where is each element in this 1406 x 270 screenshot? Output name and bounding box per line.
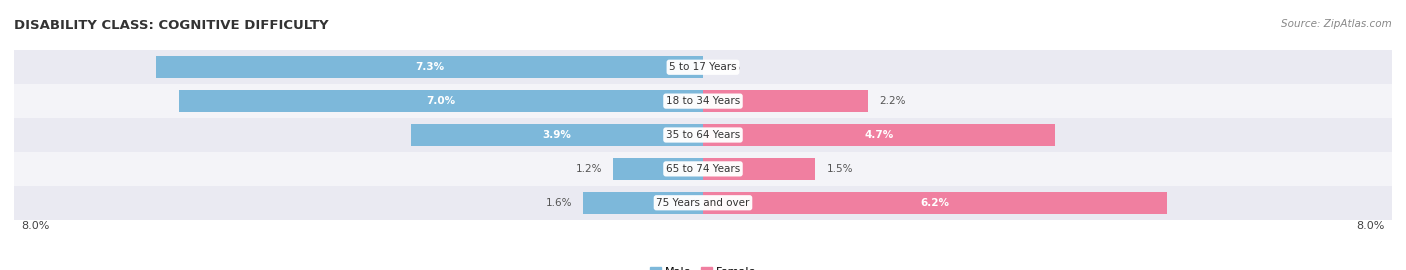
- Bar: [703, 158, 815, 180]
- Bar: [0, 84, 1406, 118]
- Bar: [703, 90, 868, 112]
- Text: 1.5%: 1.5%: [827, 164, 853, 174]
- Text: 65 to 74 Years: 65 to 74 Years: [666, 164, 740, 174]
- Bar: [411, 124, 703, 146]
- Text: 8.0%: 8.0%: [1355, 221, 1385, 231]
- Text: DISABILITY CLASS: COGNITIVE DIFFICULTY: DISABILITY CLASS: COGNITIVE DIFFICULTY: [14, 19, 329, 32]
- Bar: [0, 118, 1406, 152]
- Text: 35 to 64 Years: 35 to 64 Years: [666, 130, 740, 140]
- Text: 7.3%: 7.3%: [415, 62, 444, 72]
- Bar: [703, 124, 1054, 146]
- Text: 1.6%: 1.6%: [546, 198, 572, 208]
- Bar: [0, 50, 1406, 84]
- Text: 7.0%: 7.0%: [426, 96, 456, 106]
- Text: 2.2%: 2.2%: [879, 96, 905, 106]
- Bar: [156, 56, 703, 78]
- Text: Source: ZipAtlas.com: Source: ZipAtlas.com: [1281, 19, 1392, 29]
- Text: 8.0%: 8.0%: [21, 221, 51, 231]
- Text: 1.2%: 1.2%: [575, 164, 602, 174]
- Text: 4.7%: 4.7%: [865, 130, 894, 140]
- Bar: [703, 192, 1167, 214]
- Bar: [0, 152, 1406, 186]
- Text: 18 to 34 Years: 18 to 34 Years: [666, 96, 740, 106]
- Text: 6.2%: 6.2%: [921, 198, 949, 208]
- Legend: Male, Female: Male, Female: [645, 262, 761, 270]
- Text: 75 Years and over: 75 Years and over: [657, 198, 749, 208]
- Bar: [583, 192, 703, 214]
- Bar: [613, 158, 703, 180]
- Bar: [0, 186, 1406, 220]
- Text: 3.9%: 3.9%: [543, 130, 571, 140]
- Bar: [179, 90, 703, 112]
- Text: 0.0%: 0.0%: [714, 62, 741, 72]
- Text: 5 to 17 Years: 5 to 17 Years: [669, 62, 737, 72]
